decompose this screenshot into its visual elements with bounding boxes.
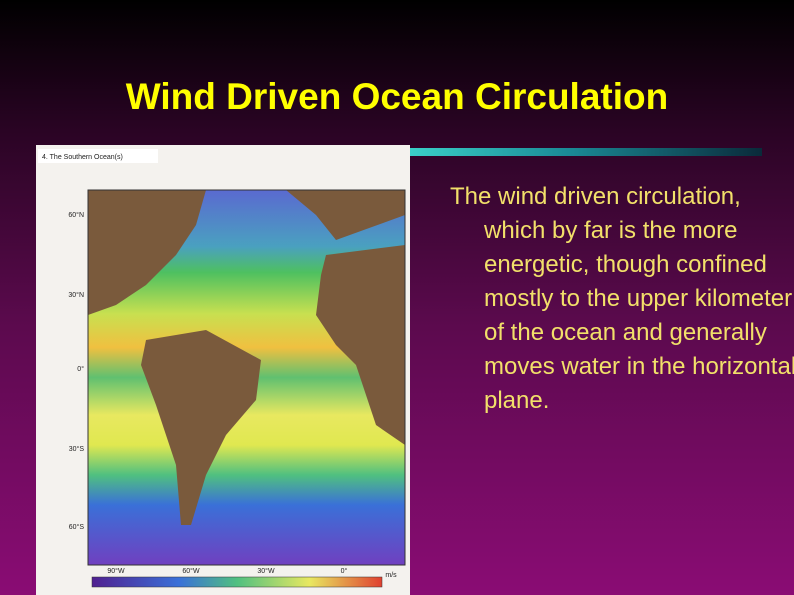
unit-label: m/s	[385, 572, 397, 579]
body-text: The wind driven circulation, which by fa…	[450, 183, 794, 414]
lon-label: 60°W	[182, 567, 200, 575]
lon-label: 30°W	[257, 567, 275, 575]
caption-box	[38, 149, 158, 163]
lat-label: 60°S	[69, 523, 85, 531]
lat-label: 60°N	[68, 211, 84, 219]
lat-label: 30°S	[69, 445, 85, 453]
lon-label: 0°	[341, 567, 348, 575]
lon-labels: 90°W 60°W 30°W 0°	[107, 567, 347, 575]
slide-title: Wind Driven Ocean Circulation	[125, 76, 669, 117]
lon-label: 90°W	[107, 567, 125, 575]
figure-caption: 4. The Southern Ocean(s)	[42, 154, 123, 161]
decorative-rule	[410, 148, 762, 156]
map-frame	[87, 189, 406, 566]
continents	[88, 190, 405, 525]
lat-label: 30°N	[68, 291, 84, 299]
lat-label: 0°	[77, 365, 84, 373]
lat-labels: 60°N 30°N 0° 30°S 60°S	[68, 211, 84, 531]
figure: 4. The Southern Ocean(s) m/s 60°N 30°N 0° 3…	[36, 145, 410, 595]
color-bar	[91, 576, 383, 588]
